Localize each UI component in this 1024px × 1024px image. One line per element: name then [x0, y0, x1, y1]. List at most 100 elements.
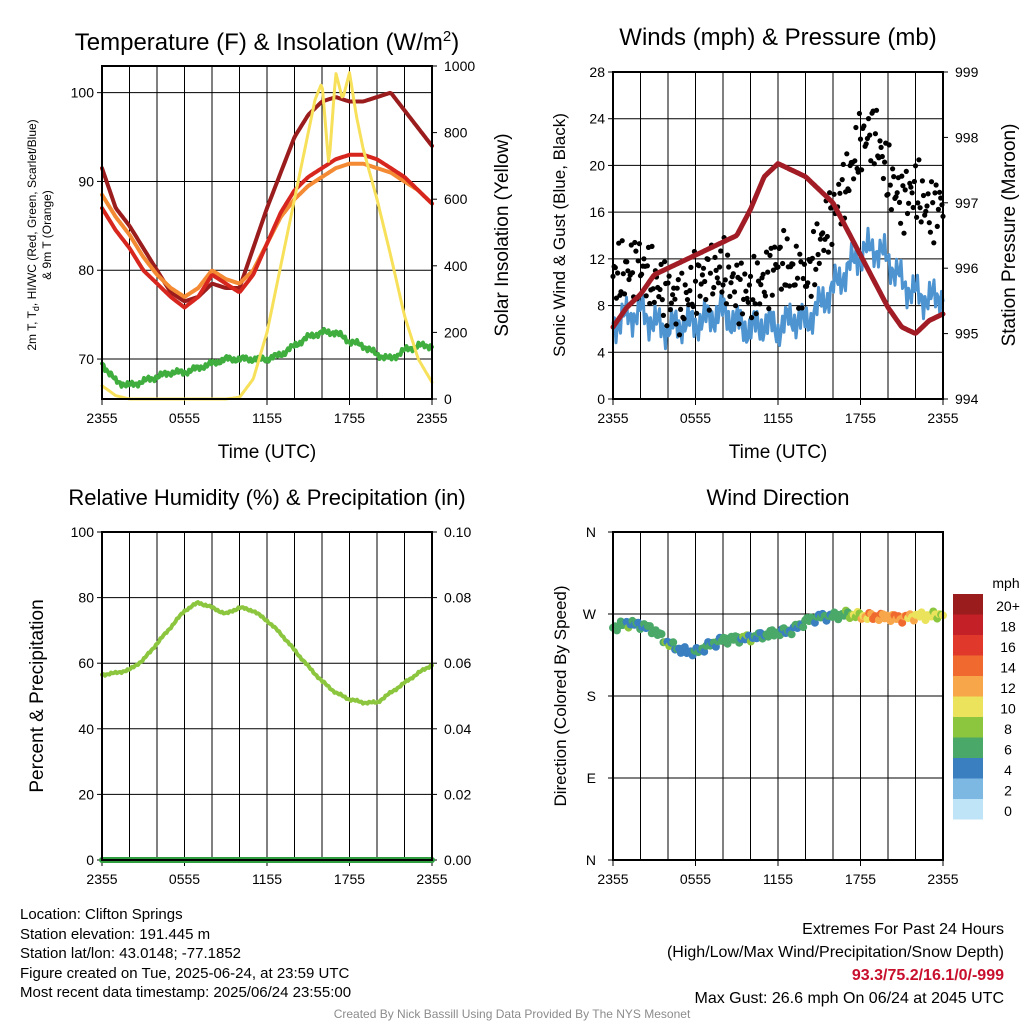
winds-gust-point: [882, 159, 888, 165]
winds-gust-point: [666, 273, 672, 279]
winds-gust-point: [863, 141, 869, 147]
wind-direction-panel-title: Wind Direction: [706, 485, 849, 510]
legend-label: 14: [1000, 660, 1016, 676]
legend-label: 10: [1000, 701, 1016, 717]
winds-gust-point: [692, 278, 699, 284]
winds-gust-point: [931, 240, 937, 246]
winds-gust-point: [662, 259, 668, 265]
winds-gust-point: [808, 293, 814, 299]
wind-direction-point: [787, 630, 796, 639]
temperature-y2-tick-label: 200: [444, 324, 468, 340]
wind-direction-point: [657, 630, 666, 638]
winds-gust-point: [930, 200, 936, 206]
winds-gust-point: [739, 311, 746, 317]
legend-swatch: [953, 655, 983, 676]
winds-gust-point: [899, 173, 905, 179]
winds-gust-point: [760, 271, 766, 277]
winds-gust-point: [750, 297, 756, 303]
winds-gust-point: [658, 261, 664, 267]
winds-gust-point: [878, 144, 884, 150]
wind-speed-legend: 20+ 18 16 14 12 10 8 6 4 2 0: [953, 594, 1020, 820]
wind-direction-point: [898, 618, 907, 627]
winds-gust-point: [853, 124, 859, 131]
winds-gust-point: [696, 263, 702, 269]
max-gust: Max Gust: 26.6 mph On 06/24 at 2045 UTC: [694, 990, 1005, 1007]
humidity-y2-tick-label: 0.02: [444, 786, 471, 802]
winds-gust-point: [924, 203, 930, 209]
winds-gust-point: [714, 275, 720, 281]
winds-gust-point: [647, 300, 653, 307]
winds-y-tick-label: 24: [589, 111, 605, 127]
winds-gust-point: [780, 260, 786, 267]
winds-gust-point: [775, 264, 781, 270]
winds-gust-point: [886, 142, 892, 148]
humidity-y-tick-label: 20: [78, 786, 94, 802]
winds-gust-point: [857, 136, 864, 142]
wind-direction-border: [612, 531, 944, 861]
wind-direction-x-tick-label: 2355: [927, 871, 958, 887]
winds-gust-point: [846, 187, 852, 194]
winds-gust-point: [620, 271, 626, 277]
winds-y2-tick-label: 996: [955, 260, 979, 276]
winds-gust-point: [744, 295, 750, 301]
wind-direction-y-tick-label: N: [586, 852, 596, 868]
winds-gust-point: [717, 264, 723, 270]
winds-gust-point: [694, 310, 700, 316]
winds-gust-point: [877, 138, 883, 144]
winds-gust-point: [873, 107, 880, 113]
winds-gust-point: [649, 243, 655, 249]
winds-gust-point: [856, 110, 863, 117]
humidity-rh-line: [100, 600, 434, 706]
legend-swatch: [953, 799, 983, 820]
winds-gust-point: [711, 284, 717, 291]
winds-gust-point: [836, 181, 842, 187]
winds-gust-point: [702, 278, 708, 285]
winds-y2-tick-label: 998: [955, 129, 979, 145]
humidity-x-tick-label: 0555: [169, 871, 200, 887]
temperature-x-tick-label: 2355: [416, 410, 447, 426]
temperature-ylabel-left-line2: & 9m T (Orange): [40, 190, 54, 280]
winds-x-tick-label: 1155: [763, 410, 793, 426]
temperature-temp_2m-line: [100, 152, 434, 310]
winds-gust-point: [769, 292, 775, 298]
winds-gust-point: [742, 271, 748, 277]
winds-x-tick-label: 0555: [680, 410, 711, 426]
winds-gust-point: [815, 251, 821, 258]
winds-gust-point: [927, 229, 934, 235]
winds-gust-point: [868, 158, 874, 164]
legend-label: 20+: [996, 598, 1020, 614]
winds-gust-point: [781, 227, 787, 234]
winds-gust-point: [809, 255, 816, 261]
temperature-panel-title: Temperature (F) & Insolation (W/m2): [75, 28, 459, 56]
winds-gust-point: [720, 282, 726, 288]
temperature-y-tick-label: 100: [71, 85, 95, 101]
winds-panel-title: Winds (mph) & Pressure (mb): [619, 24, 936, 51]
winds-gust-point: [752, 301, 758, 307]
temperature-y-tick-label: 70: [78, 351, 94, 367]
winds-gust-point: [745, 299, 751, 305]
winds-gust-point: [814, 221, 820, 227]
winds-gust-point: [879, 153, 885, 160]
winds-gust-point: [786, 283, 793, 289]
winds-gust-point: [731, 289, 738, 295]
legend-swatch: [953, 614, 983, 635]
winds-gust-point: [681, 316, 687, 322]
winds-gust-point: [690, 303, 696, 310]
winds-gust-point: [723, 301, 730, 307]
winds-gust-point: [697, 293, 703, 299]
winds-y2-tick-label: 994: [955, 391, 979, 407]
winds-gust-point: [633, 248, 639, 254]
winds-gust-point: [792, 282, 798, 288]
winds-gust-point: [805, 280, 811, 286]
winds-gust-point: [902, 187, 908, 193]
legend-label: 12: [1000, 680, 1016, 696]
winds-gust-point: [801, 261, 808, 267]
winds-gust-point: [635, 258, 641, 264]
winds-gust-point: [734, 262, 740, 268]
station-info: Location: Clifton Springs Station elevat…: [20, 905, 351, 1003]
winds-gust-point: [852, 158, 858, 164]
winds-gust-point: [766, 306, 772, 312]
temperature-heat_index-line: [100, 90, 434, 304]
legend-swatch: [953, 635, 983, 656]
